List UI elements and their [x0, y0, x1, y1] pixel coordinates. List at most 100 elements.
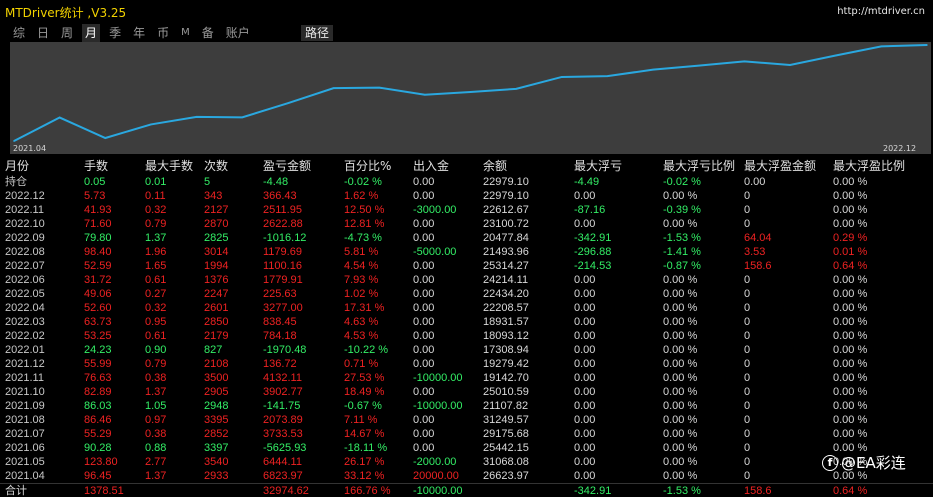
table-row-20-cell-6: -2000.00 [413, 456, 457, 468]
table-row-15-cell-11: 0.00 % [833, 386, 868, 398]
period-tabs: 综日周月季年币 M 备账户 [10, 24, 259, 42]
table-row-11-cell-5: 4.53 % [344, 330, 379, 342]
table-row-17-cell-1: 86.46 [84, 414, 112, 426]
table-row-8-cell-5: 1.02 % [344, 288, 379, 300]
table-row-4-cell-3: 2825 [204, 232, 229, 244]
table-row-21-cell-5: 33.12 % [344, 470, 385, 482]
table-row-5-cell-1: 98.40 [84, 246, 112, 258]
table-row-2-cell-9: -0.39 % [663, 204, 701, 216]
table-row-2-cell-3: 2127 [204, 204, 229, 216]
tab-0[interactable]: 综 [13, 26, 26, 40]
table-row-18-cell-7: 29175.68 [483, 428, 529, 440]
table-row-8-cell-4: 225.63 [263, 288, 297, 300]
table-header-cell-8: 最大浮亏 [574, 159, 623, 173]
table-total-row-cell-4: 32974.62 [263, 485, 309, 497]
table-row-6-cell-7: 25314.27 [483, 260, 529, 272]
table-row-7-cell-7: 24214.11 [483, 274, 529, 286]
table-row-17-cell-4: 2073.89 [263, 414, 303, 426]
table-row-10-cell-4: 838.45 [263, 316, 297, 328]
tab-8[interactable]: 备 [201, 26, 214, 40]
table-row-1-cell-1: 5.73 [84, 190, 106, 202]
table-row-4-cell-7: 20477.84 [483, 232, 529, 244]
tab-2[interactable]: 周 [61, 26, 74, 40]
table-row-5-cell-2: 1.96 [145, 246, 167, 258]
table-row-7-cell-3: 1376 [204, 274, 229, 286]
table-row-13-cell-11: 0.00 % [833, 358, 868, 370]
table-total-row-cell-2 [145, 484, 204, 497]
table-row-13-cell-4: 136.72 [263, 358, 297, 370]
table-row-18-cell-11: 0.00 % [833, 428, 868, 440]
tab-7[interactable]: M [181, 27, 190, 38]
table-row-11-cell-7: 18093.12 [483, 330, 529, 342]
table-row-19-cell-10: 0 [744, 442, 751, 454]
table-row-13-cell-7: 19279.42 [483, 358, 529, 370]
table-row-3-cell-0: 2022.10 [5, 218, 45, 230]
table-row-7-cell-2: 0.61 [145, 274, 167, 286]
chart-x-start-label: 2021.04 [13, 144, 47, 153]
table-row-10-cell-6: 0.00 [413, 316, 435, 328]
table-row-4-cell-8: -342.91 [574, 232, 612, 244]
table-row-19-cell-8: 0.00 [574, 442, 596, 454]
table-row-8: 2022.05 49.06 0.27 2247 225.63 1.02 % 0.00 2243… [0, 287, 933, 301]
table-row-12-cell-7: 17308.94 [483, 344, 529, 356]
table-row-6-cell-4: 1100.16 [263, 260, 302, 272]
table-row-6-cell-6: 0.00 [413, 260, 435, 272]
table-row-20-cell-11: 0.00 % [833, 456, 868, 468]
table-row-11-cell-3: 2179 [204, 330, 229, 342]
table-row-13: 2021.12 55.99 0.79 2108 136.72 0.71 % 0.00 1927… [0, 357, 933, 371]
table-row-12-cell-6: 0.00 [413, 344, 435, 356]
table-row-21-cell-0: 2021.04 [5, 470, 45, 482]
table-row-14-cell-7: 19142.70 [483, 372, 529, 384]
table-row-6-cell-11: 0.64 % [833, 260, 868, 272]
table-row-8-cell-10: 0 [744, 288, 751, 300]
tab-6[interactable]: 币 [157, 26, 170, 40]
tab-1[interactable]: 日 [37, 26, 50, 40]
table-row-21: 2021.04 96.45 1.37 2933 6823.97 33.12 % 20000.… [0, 469, 933, 483]
table-row-2-cell-5: 12.50 % [344, 204, 385, 216]
table-row-2-cell-1: 41.93 [84, 204, 112, 216]
table-row-6-cell-8: -214.53 [574, 260, 612, 272]
table-row-5: 2022.08 98.40 1.96 3014 1179.69 5.81 % -5000.0… [0, 245, 933, 259]
table-row-1-cell-6: 0.00 [413, 190, 435, 202]
table-total-row-cell-7 [483, 484, 574, 497]
table-row-6-cell-10: 158.6 [744, 260, 772, 272]
table-header-cell-9: 最大浮亏比例 [663, 159, 736, 173]
table-row-8-cell-1: 49.06 [84, 288, 112, 300]
balance-point-16 [743, 60, 746, 63]
monthly-stats-table: 月份 手数 最大手数 次数 盈亏金额 百分比% 出入金 余额 最大浮亏 最大浮亏比例 最大浮盈金额 最… [0, 157, 933, 497]
table-row-12-cell-4: -1970.48 [263, 344, 307, 356]
balance-point-10 [469, 91, 472, 93]
tab-4[interactable]: 季 [109, 26, 122, 40]
tab-5[interactable]: 年 [133, 26, 146, 40]
table-row-11-cell-9: 0.00 % [663, 330, 698, 342]
table-row-16: 2021.09 86.03 1.05 2948 -141.75 -0.67 % -10000… [0, 399, 933, 413]
balance-point-8 [378, 86, 381, 89]
table-row-7-cell-0: 2022.06 [5, 274, 45, 286]
table-row-9-cell-7: 22208.57 [483, 302, 529, 314]
table-row-21-cell-1: 96.45 [84, 470, 112, 482]
table-row-13-cell-8: 0.00 [574, 358, 596, 370]
tab-path[interactable]: 路径 [301, 25, 334, 41]
table-row-19-cell-11: 0.00 % [833, 442, 868, 454]
tab-3[interactable]: 月 [82, 24, 101, 42]
table-row-15-cell-9: 0.00 % [663, 386, 698, 398]
table-row-3-cell-9: 0.00 % [663, 218, 698, 230]
table-row-18-cell-6: 0.00 [413, 428, 435, 440]
table-row-16-cell-5: -0.67 % [344, 400, 382, 412]
table-row-21-cell-9: 0.00 % [663, 470, 698, 482]
tab-9[interactable]: 账户 [225, 26, 250, 40]
table-row-21-cell-11: 0.00 % [833, 470, 868, 482]
table-row-3-cell-7: 23100.72 [483, 218, 529, 230]
table-total-row-cell-1: 1378.51 [84, 485, 124, 497]
app-url-link[interactable]: http://mtdriver.cn [837, 6, 925, 17]
table-row-9-cell-9: 0.00 % [663, 302, 698, 314]
table-total-row-cell-11: 0.64 % [833, 485, 868, 497]
balance-line-chart [13, 44, 928, 142]
table-row-9-cell-8: 0.00 [574, 302, 596, 314]
facebook-icon: f [822, 454, 838, 471]
table-row-14-cell-10: 0 [744, 372, 751, 384]
table-row-17-cell-7: 31249.57 [483, 414, 529, 426]
table-row-11-cell-2: 0.61 [145, 330, 167, 342]
table-row-12-cell-2: 0.90 [145, 344, 167, 356]
table-row-6: 2022.07 52.59 1.65 1994 1100.16 4.54 % 0.00 253… [0, 259, 933, 273]
